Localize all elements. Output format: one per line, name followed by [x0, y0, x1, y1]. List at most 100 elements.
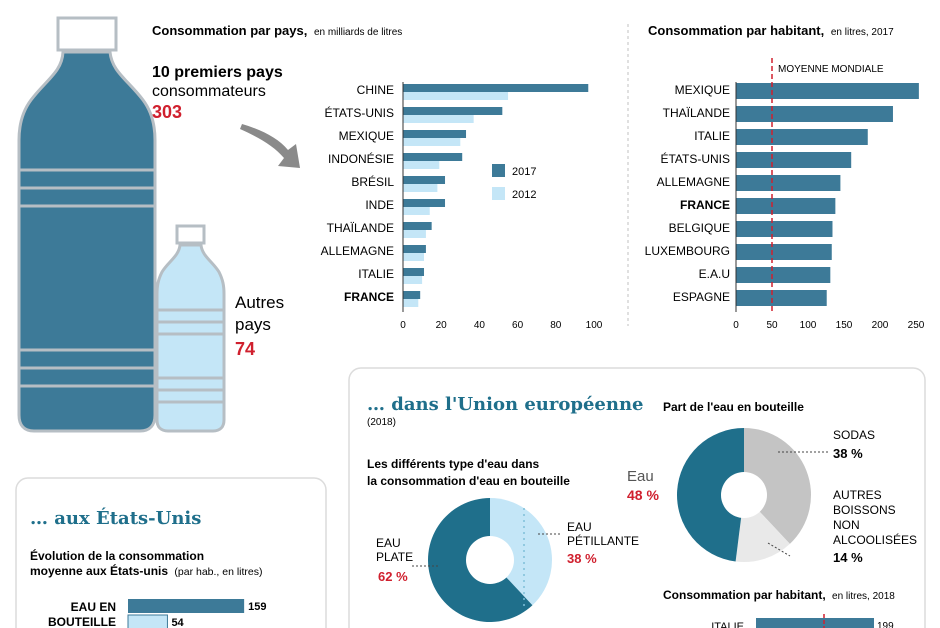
- bar-2017: [403, 130, 467, 138]
- category-label: ESPAGNE: [673, 290, 730, 304]
- bar-value: [736, 221, 833, 237]
- label-sodas: SODAS: [833, 428, 875, 442]
- us-chart-title: Évolution de la consommation: [30, 548, 204, 563]
- bar-2017: [403, 199, 446, 207]
- bar-value: [736, 106, 893, 122]
- bar-value: [736, 267, 831, 283]
- bar-value: [756, 618, 874, 628]
- other-countries-label: Autres: [235, 293, 284, 312]
- bar-2012: [403, 184, 438, 192]
- us-chart-title-group: moyenne aux États-unis (par hab., en lit…: [30, 563, 263, 578]
- category-label: ÉTATS-UNIS: [324, 105, 394, 120]
- chart6-title-group: Consommation par habitant, en litres, 20…: [663, 588, 895, 602]
- category-label: ITALIE: [358, 267, 394, 281]
- chart-per-capita-2018: ITALIE 199: [711, 614, 894, 628]
- chart-per-capita-2017: MEXIQUE THAÏLANDE ITALIE ÉTATS-UNIS ALLEMAGN…: [645, 58, 925, 331]
- us-panel: [15, 477, 327, 628]
- label-other-line: ALCOOLISÉES: [833, 532, 917, 547]
- pie-bottled-share: Eau 48 % SODAS 38 % AUTRESBOISSONSNONALCOOLI…: [627, 428, 917, 565]
- chart1-subtitle: en milliards de litres: [314, 27, 402, 38]
- value-other: 14 %: [833, 550, 863, 565]
- bar-2017: [403, 107, 503, 115]
- bar-2017: [403, 176, 446, 184]
- category-label-2: BOUTEILLE: [48, 615, 116, 628]
- leader-other: [767, 542, 791, 557]
- tick-label: 250: [908, 320, 925, 331]
- pie1-title-2: la consommation d'eau en bouteille: [367, 474, 570, 488]
- eu-title: … dans l'Union européenne: [367, 394, 643, 415]
- bar-value: [736, 198, 836, 214]
- tick-label: 20: [436, 320, 448, 331]
- tick-label: 150: [836, 320, 853, 331]
- other-countries-label-2: pays: [235, 315, 271, 334]
- tick-label: 50: [766, 320, 778, 331]
- bar-2012: [403, 115, 474, 123]
- value-sodas: 38 %: [833, 446, 863, 461]
- pie2-title: Part de l'eau en bouteille: [663, 400, 804, 414]
- value-label: 159: [248, 601, 266, 613]
- tick-label: 80: [550, 320, 562, 331]
- slice-sodas: [744, 428, 811, 544]
- bar-2017: [403, 222, 432, 230]
- other-countries-value: 74: [235, 339, 255, 359]
- bar-value: [736, 129, 868, 145]
- chart6-subtitle: en litres, 2018: [832, 591, 895, 602]
- label-water: Eau: [627, 468, 654, 485]
- label-sparkling: EAU: [567, 520, 592, 534]
- bar-value: [736, 290, 827, 306]
- bar-2012: [403, 92, 509, 100]
- value-sparkling: 38 %: [567, 551, 597, 566]
- bar-recent: [128, 599, 245, 613]
- label-other-line: NON: [833, 518, 860, 532]
- us-chart-subtitle: (par hab., en litres): [174, 566, 262, 578]
- label-still: EAU: [376, 536, 401, 550]
- category-label: LUXEMBOURG: [645, 244, 730, 258]
- tick-label: 200: [872, 320, 889, 331]
- label-other-line: BOISSONS: [833, 503, 896, 517]
- legend-label-2017: 2017: [512, 166, 536, 178]
- category-label: ALLEMAGNE: [657, 175, 730, 189]
- bar-2012: [403, 138, 461, 146]
- category-label: FRANCE: [344, 290, 394, 304]
- bar-value: [736, 244, 832, 260]
- us-title: … aux États-Unis: [30, 506, 201, 529]
- chart2-title-group: Consommation par habitant, en litres, 20…: [648, 23, 894, 38]
- bar-previous: [127, 614, 168, 628]
- category-label: BELGIQUE: [669, 221, 730, 235]
- bar-2017: [403, 268, 425, 276]
- chart2-subtitle: en litres, 2017: [831, 27, 894, 38]
- chart1-title: Consommation par pays,: [152, 23, 307, 38]
- category-label: BRÉSIL: [351, 174, 394, 189]
- top-countries-label: 10 premiers pays: [152, 64, 283, 81]
- label-still-2: PLATE: [376, 550, 413, 564]
- tick-label: 100: [586, 320, 603, 331]
- curved-arrow-icon: [240, 124, 300, 168]
- tick-label: 100: [800, 320, 817, 331]
- slice-water: [677, 428, 744, 562]
- category-label: INDONÉSIE: [328, 151, 394, 166]
- category-label: THAÏLANDE: [663, 106, 730, 120]
- chart1-title-group: Consommation par pays, en milliards de l…: [152, 23, 402, 38]
- bar-2017: [403, 291, 421, 299]
- top-countries-label-2: consommateurs: [152, 83, 266, 100]
- bar-2012: [403, 253, 425, 261]
- bar-2017: [403, 84, 589, 92]
- category-label: ÉTATS-UNIS: [660, 151, 730, 166]
- legend-label-2012: 2012: [512, 189, 536, 201]
- eu-year: (2018): [367, 417, 396, 428]
- category-label: MEXIQUE: [675, 83, 730, 97]
- value-label: 199: [877, 621, 894, 628]
- bar-2017: [403, 153, 463, 161]
- bar-2012: [403, 299, 419, 307]
- label-other-line: AUTRES: [833, 488, 882, 502]
- donut-hole: [466, 536, 514, 584]
- legend-swatch-2017: [492, 164, 505, 177]
- top-countries-value: 303: [152, 102, 182, 122]
- bar-2012: [403, 276, 423, 284]
- tick-label: 60: [512, 320, 524, 331]
- category-label: EAU EN: [71, 600, 116, 614]
- bar-2012: [403, 161, 440, 169]
- chart2-title: Consommation par habitant,: [648, 23, 824, 38]
